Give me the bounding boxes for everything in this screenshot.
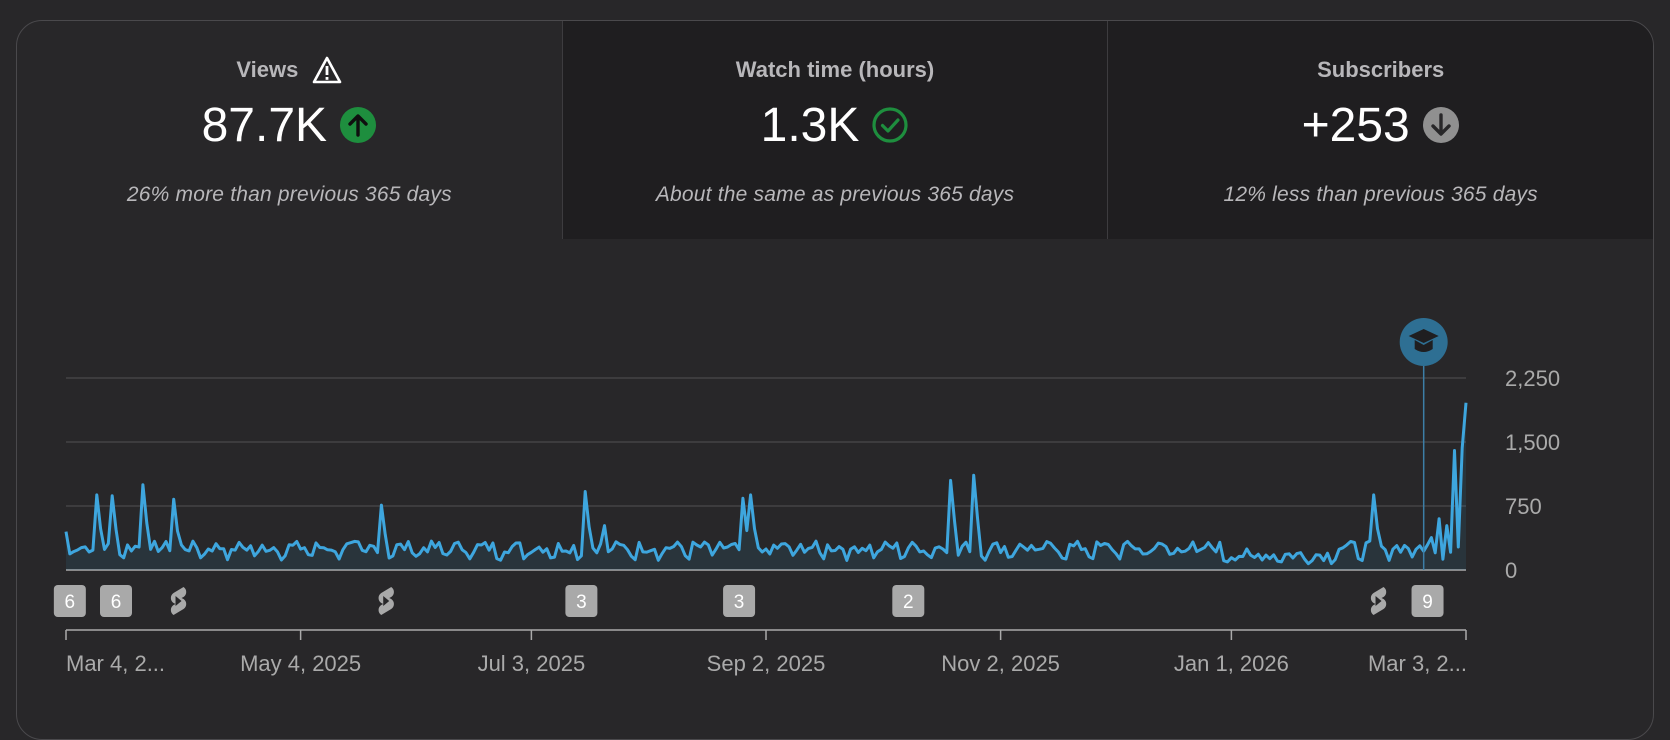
tile-value: +253 <box>1301 98 1410 152</box>
analytics-card: Views 87.7K 26% more than previous 365 d… <box>16 20 1654 740</box>
upload-count-badge[interactable] <box>53 585 86 617</box>
upload-count-badge[interactable] <box>100 585 132 617</box>
upload-count-label: 6 <box>111 592 122 613</box>
series-area <box>66 402 1466 570</box>
tile-note: About the same as previous 365 days <box>655 183 1015 206</box>
x-tick-label: Nov 2, 2025 <box>941 651 1060 676</box>
cap-base <box>1414 340 1433 352</box>
upload-count-badge[interactable] <box>1411 585 1444 617</box>
y-tick-label: 750 <box>1505 494 1542 519</box>
tab-watch-time[interactable]: Watch time (hours) 1.3K About the same a… <box>561 21 1108 239</box>
x-tick-label: Mar 3, 2... <box>1368 651 1467 676</box>
tab-subscribers[interactable]: Subscribers +253 12% less than previous … <box>1107 21 1653 239</box>
upload-count-badge[interactable] <box>723 585 756 617</box>
y-tick-label: 2,250 <box>1505 366 1560 391</box>
y-tick-label: 0 <box>1505 558 1517 583</box>
upload-count-label: 6 <box>65 592 76 613</box>
shorts-play <box>1375 596 1382 606</box>
tile-title: Watch time (hours) <box>735 57 935 82</box>
tile-value: 1.3K <box>760 98 860 152</box>
tile-value: 87.7K <box>201 98 328 152</box>
x-tick-label: Jan 1, 2026 <box>1174 651 1289 676</box>
x-tick-label: May 4, 2025 <box>240 651 361 676</box>
cap-top <box>1408 329 1439 343</box>
upload-count-label: 9 <box>1422 592 1433 613</box>
tile-title: Views <box>236 57 299 82</box>
upload-count-label: 3 <box>734 592 745 613</box>
upload-count-badge[interactable] <box>892 585 925 617</box>
views-line-chart[interactable]: 2,250 1,500 750 0 6 6 3 3 2 9 Mar 4, 2... May 4, 20… <box>0 0 1670 724</box>
tab-views[interactable]: Views 87.7K 26% more than previous 365 d… <box>17 21 562 239</box>
arrow-down-circle-icon <box>1422 107 1459 143</box>
shorts-play <box>383 596 390 606</box>
x-tick-label: Sep 2, 2025 <box>707 651 826 676</box>
series-line-views[interactable] <box>64 402 1468 566</box>
tile-note: 26% more than previous 365 days <box>126 183 452 206</box>
y-tick-label: 1,500 <box>1505 430 1560 455</box>
x-tick-label: Jul 3, 2025 <box>478 651 586 676</box>
upload-count-label: 3 <box>576 592 587 613</box>
tile-note: 12% less than previous 365 days <box>1223 183 1538 206</box>
shorts-play <box>175 596 182 606</box>
tile-title: Subscribers <box>1317 57 1445 82</box>
warning-icon[interactable] <box>312 56 342 84</box>
upload-count-label: 2 <box>903 592 914 613</box>
upload-count-badge[interactable] <box>565 585 598 617</box>
check-circle-icon <box>872 107 908 143</box>
arrow-up-circle-icon <box>340 107 377 143</box>
x-tick-label: Mar 4, 2... <box>66 651 165 676</box>
metric-tabs: Views 87.7K 26% more than previous 365 d… <box>17 21 1653 239</box>
